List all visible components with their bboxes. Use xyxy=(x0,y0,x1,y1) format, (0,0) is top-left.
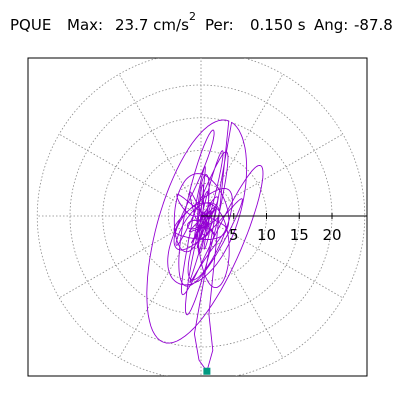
grid-spoke-240 xyxy=(118,215,202,359)
peak-marker-group xyxy=(203,367,211,375)
grid-spoke-150 xyxy=(58,133,202,217)
radial-axis: 5 10 15 20 xyxy=(201,213,367,244)
radial-tick-label-15: 15 xyxy=(290,226,309,244)
radial-tick-label-20: 20 xyxy=(322,226,341,244)
grid-spoke-210 xyxy=(58,215,202,299)
radial-tick-label-5: 5 xyxy=(229,226,239,244)
period-value: 0.150 s xyxy=(250,16,306,34)
station-code: PQUE xyxy=(10,16,52,34)
grid-spoke-330 xyxy=(200,215,344,299)
grid-spoke-300 xyxy=(200,215,284,359)
max-label: Max: xyxy=(67,16,104,34)
grid-spoke-30 xyxy=(200,133,344,217)
trace-path xyxy=(146,119,264,372)
peak-marker xyxy=(203,367,211,375)
chart-header: PQUE Max: 23.7 cm/s 2 Per: 0.150 s Ang: … xyxy=(10,10,395,38)
period-label: Per: xyxy=(205,16,234,34)
max-unit-exponent: 2 xyxy=(189,10,196,23)
angle-value: -87.8 xyxy=(354,16,393,34)
max-value: 23.7 cm/s xyxy=(115,16,189,34)
grid-spoke-120 xyxy=(118,73,202,217)
grid-spoke-60 xyxy=(200,73,284,217)
radial-tick-label-10: 10 xyxy=(257,226,276,244)
angle-label: Ang: xyxy=(314,16,349,34)
motion-trace xyxy=(146,119,264,372)
